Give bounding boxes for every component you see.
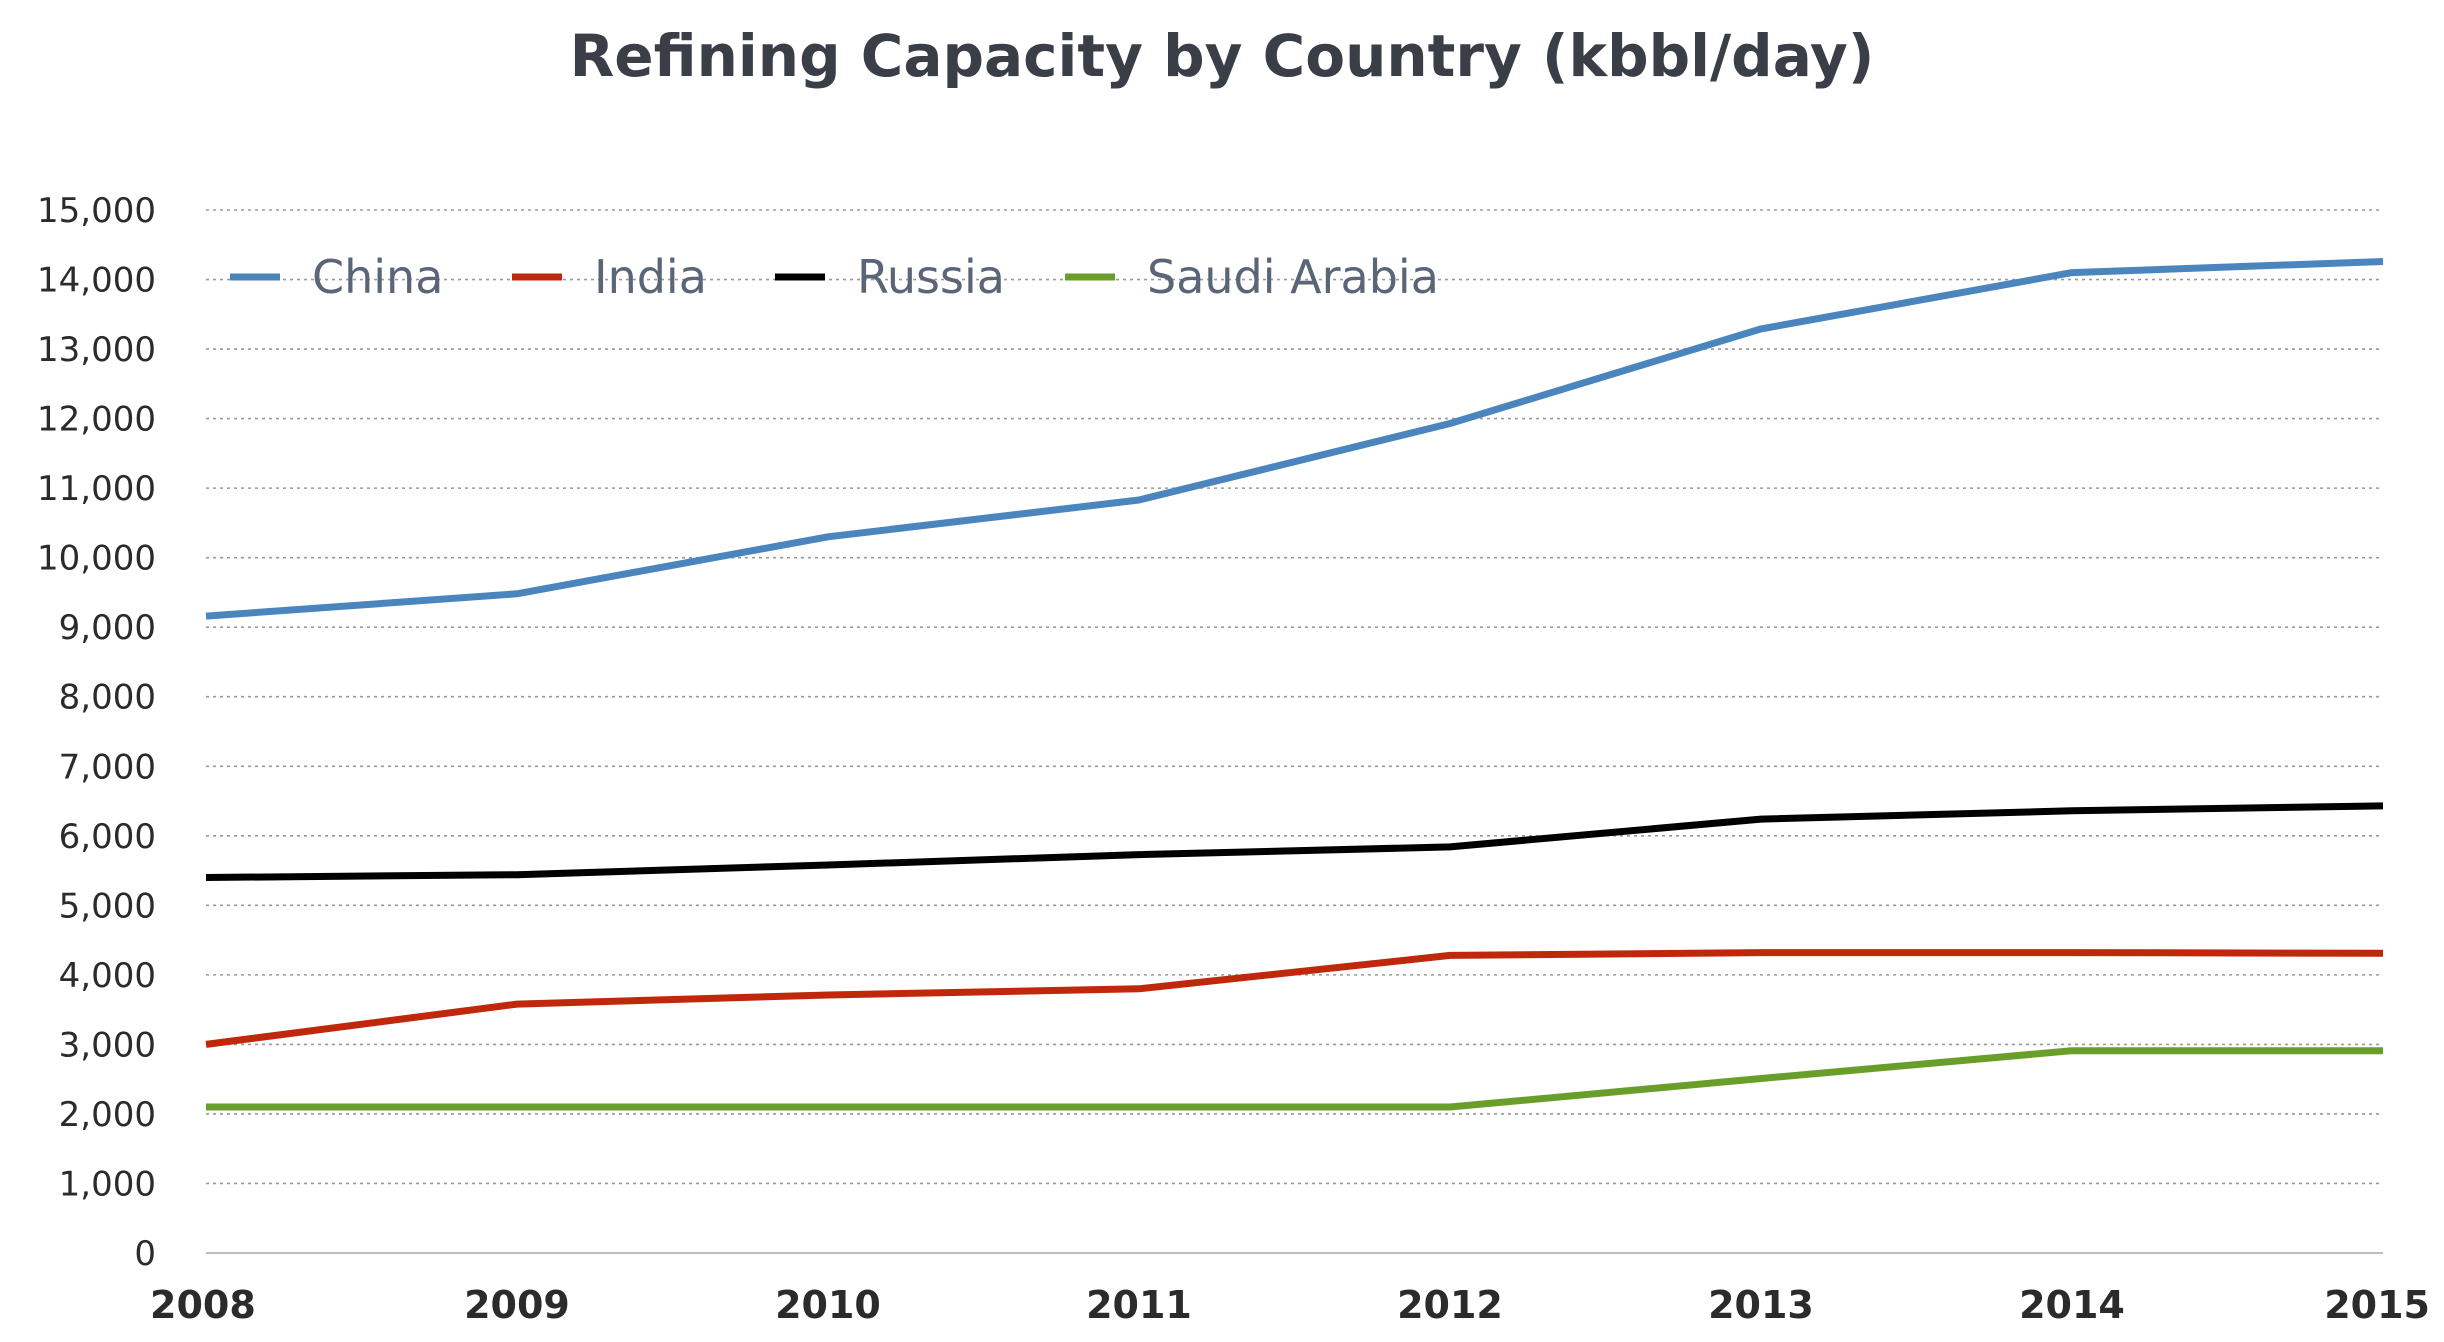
y-tick-label: 12,000 [37, 400, 156, 440]
y-tick-label: 15,000 [37, 191, 156, 231]
legend-item-saudi-arabia: Saudi Arabia [1065, 250, 1439, 304]
series-line-russia [205, 802, 2384, 881]
legend: China India Russia Saudi Arabia [230, 250, 1439, 304]
series-line-saudi-arabia [206, 1047, 2383, 1111]
legend-label: Russia [857, 250, 1005, 304]
series-line-india [205, 949, 2384, 1048]
y-tick-label: 3,000 [59, 1025, 156, 1065]
legend-item-russia: Russia [775, 250, 1005, 304]
y-tick-label: 8,000 [59, 678, 156, 718]
y-tick-label: 7,000 [59, 747, 156, 787]
y-tick-label: 13,000 [37, 330, 156, 370]
legend-label: India [594, 250, 707, 304]
x-tick-label: 2012 [1397, 1283, 1503, 1327]
x-tick-label: 2009 [464, 1283, 570, 1327]
y-axis-ticks: 0 1,000 2,000 3,000 4,000 5,000 6,000 7,000 8,00… [37, 191, 156, 1274]
gridlines [206, 209, 2383, 1185]
x-tick-label: 2015 [2324, 1283, 2430, 1327]
y-tick-label: 1,000 [59, 1164, 156, 1204]
series-lines [205, 258, 2384, 1111]
y-tick-label: 10,000 [37, 539, 156, 579]
chart-title: Refining Capacity by Country (kbbl/day) [569, 22, 1875, 90]
y-tick-label: 0 [134, 1234, 156, 1274]
x-tick-label: 2013 [1708, 1283, 1814, 1327]
legend-item-india: India [512, 250, 707, 304]
legend-label: Saudi Arabia [1147, 250, 1439, 304]
legend-label: China [312, 250, 443, 304]
x-tick-label: 2008 [150, 1283, 256, 1327]
legend-item-china: China [230, 250, 443, 304]
x-tick-label: 2011 [1086, 1283, 1192, 1327]
y-tick-label: 5,000 [59, 886, 156, 926]
y-tick-label: 6,000 [59, 817, 156, 857]
y-tick-label: 4,000 [59, 956, 156, 996]
y-tick-label: 2,000 [59, 1095, 156, 1135]
x-axis-ticks: 2008 2009 2010 2011 2012 2013 2014 2015 [150, 1283, 2430, 1327]
series-line-china [205, 258, 2384, 620]
y-tick-label: 14,000 [37, 261, 156, 301]
y-tick-label: 11,000 [37, 469, 156, 509]
x-tick-label: 2014 [2019, 1283, 2125, 1327]
x-tick-label: 2010 [775, 1283, 881, 1327]
y-tick-label: 9,000 [59, 608, 156, 648]
